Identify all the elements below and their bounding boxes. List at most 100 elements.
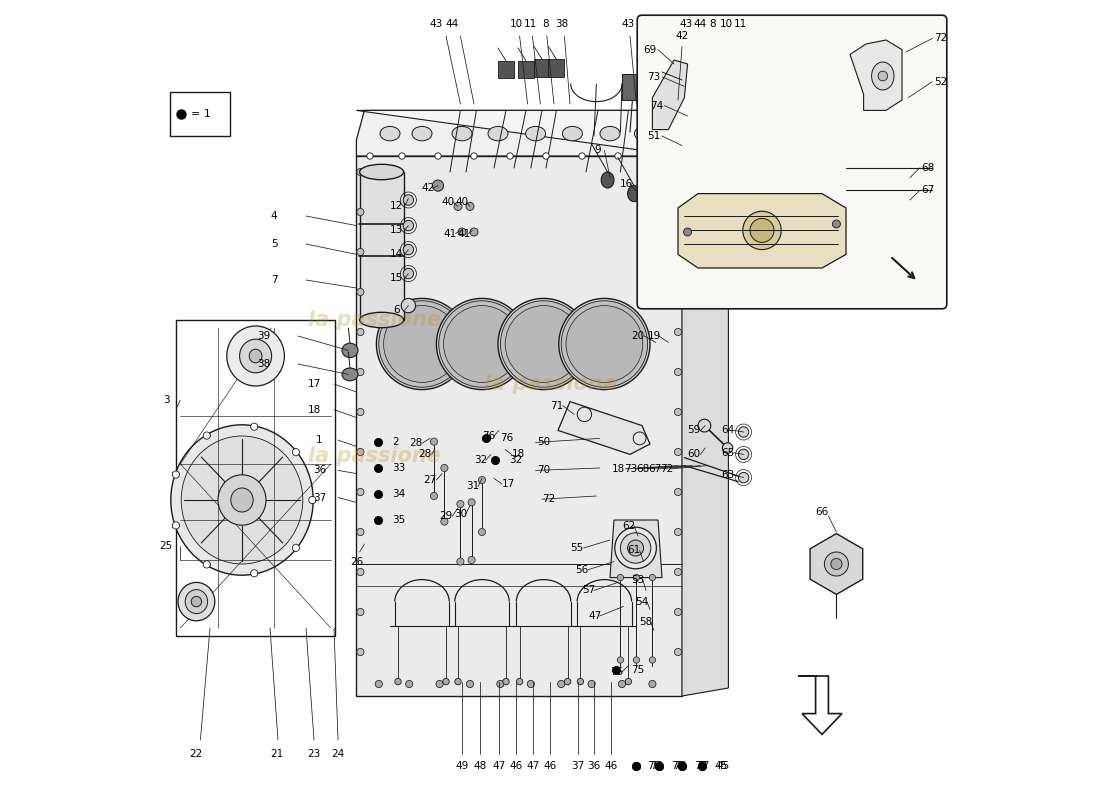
- Ellipse shape: [173, 471, 179, 478]
- Text: 10: 10: [509, 19, 522, 29]
- Text: 63: 63: [720, 470, 734, 480]
- Ellipse shape: [617, 574, 624, 581]
- Text: 41: 41: [443, 229, 456, 238]
- Ellipse shape: [402, 298, 416, 313]
- Text: 14: 14: [389, 250, 403, 259]
- Ellipse shape: [651, 153, 657, 159]
- Ellipse shape: [562, 126, 582, 141]
- Text: 45: 45: [716, 761, 729, 770]
- Ellipse shape: [559, 298, 650, 390]
- Ellipse shape: [674, 649, 682, 656]
- Text: 44: 44: [446, 19, 459, 29]
- Ellipse shape: [456, 558, 464, 565]
- Text: 54: 54: [636, 597, 649, 606]
- Text: 45: 45: [714, 761, 727, 770]
- Ellipse shape: [471, 153, 477, 159]
- Ellipse shape: [406, 680, 412, 687]
- Text: 71: 71: [550, 401, 563, 410]
- Ellipse shape: [441, 464, 448, 472]
- Text: 20: 20: [631, 331, 645, 341]
- Ellipse shape: [634, 574, 639, 581]
- Ellipse shape: [430, 492, 438, 499]
- Ellipse shape: [404, 220, 414, 231]
- Ellipse shape: [561, 301, 648, 387]
- Text: = 1: = 1: [190, 109, 211, 119]
- Ellipse shape: [674, 168, 682, 176]
- Ellipse shape: [204, 432, 210, 439]
- Text: 79: 79: [648, 761, 661, 770]
- Ellipse shape: [399, 153, 405, 159]
- Polygon shape: [356, 110, 728, 190]
- Ellipse shape: [356, 208, 364, 215]
- Ellipse shape: [170, 425, 314, 575]
- Ellipse shape: [182, 436, 302, 564]
- Ellipse shape: [356, 168, 364, 176]
- Text: 72: 72: [542, 494, 556, 504]
- Text: 36: 36: [587, 761, 601, 770]
- Ellipse shape: [293, 544, 299, 551]
- Ellipse shape: [615, 153, 622, 159]
- Text: la passione: la passione: [308, 446, 440, 466]
- Ellipse shape: [250, 349, 262, 362]
- Text: 47: 47: [492, 761, 505, 770]
- Text: 24: 24: [331, 749, 344, 758]
- Text: 78: 78: [673, 761, 686, 770]
- Text: 50: 50: [537, 438, 550, 447]
- Text: 44: 44: [694, 19, 707, 29]
- Ellipse shape: [500, 301, 586, 387]
- FancyBboxPatch shape: [637, 15, 947, 309]
- Ellipse shape: [356, 609, 364, 616]
- Text: 60: 60: [688, 450, 701, 459]
- Ellipse shape: [251, 423, 257, 430]
- Text: 72: 72: [660, 464, 673, 474]
- Ellipse shape: [617, 657, 624, 663]
- Ellipse shape: [628, 540, 643, 556]
- Ellipse shape: [674, 409, 682, 416]
- Text: 8: 8: [542, 19, 549, 29]
- Text: 52: 52: [934, 77, 947, 86]
- Bar: [621, 74, 642, 100]
- Polygon shape: [678, 194, 846, 268]
- Text: 53: 53: [631, 575, 645, 585]
- Ellipse shape: [204, 561, 210, 568]
- Ellipse shape: [683, 228, 692, 236]
- Ellipse shape: [356, 489, 364, 496]
- Ellipse shape: [434, 153, 441, 159]
- Text: 6: 6: [393, 306, 399, 315]
- Text: 73: 73: [624, 464, 637, 474]
- Text: 73: 73: [648, 72, 661, 82]
- Ellipse shape: [671, 153, 678, 159]
- Ellipse shape: [615, 527, 657, 569]
- Ellipse shape: [379, 126, 400, 141]
- Ellipse shape: [878, 71, 888, 81]
- Text: 38: 38: [556, 19, 569, 29]
- Text: 34: 34: [393, 490, 406, 499]
- Ellipse shape: [240, 339, 272, 373]
- Text: 67: 67: [648, 464, 661, 474]
- Text: 8: 8: [710, 19, 716, 29]
- Text: 26: 26: [350, 557, 363, 566]
- Ellipse shape: [356, 569, 364, 576]
- Ellipse shape: [833, 220, 840, 228]
- Ellipse shape: [441, 518, 448, 526]
- Text: 66: 66: [815, 507, 828, 517]
- Text: 18: 18: [613, 464, 626, 474]
- Ellipse shape: [498, 298, 590, 390]
- Ellipse shape: [634, 657, 639, 663]
- Ellipse shape: [824, 552, 848, 576]
- Ellipse shape: [443, 306, 520, 382]
- Polygon shape: [682, 156, 728, 696]
- Ellipse shape: [503, 678, 509, 685]
- Text: 32: 32: [474, 455, 487, 465]
- Bar: [498, 61, 514, 78]
- Text: 68: 68: [921, 163, 934, 173]
- Text: 43: 43: [430, 19, 443, 29]
- Text: 15: 15: [389, 274, 403, 283]
- Bar: [360, 172, 404, 320]
- Text: 13: 13: [389, 226, 403, 235]
- Polygon shape: [810, 534, 862, 594]
- Ellipse shape: [674, 449, 682, 456]
- Text: 72: 72: [934, 34, 947, 43]
- Ellipse shape: [635, 126, 654, 141]
- Text: 43: 43: [680, 19, 693, 29]
